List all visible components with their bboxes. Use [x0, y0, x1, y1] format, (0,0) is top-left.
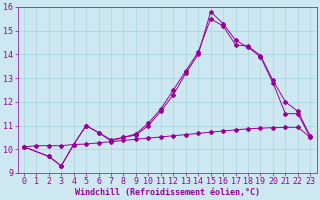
- X-axis label: Windchill (Refroidissement éolien,°C): Windchill (Refroidissement éolien,°C): [75, 188, 260, 197]
